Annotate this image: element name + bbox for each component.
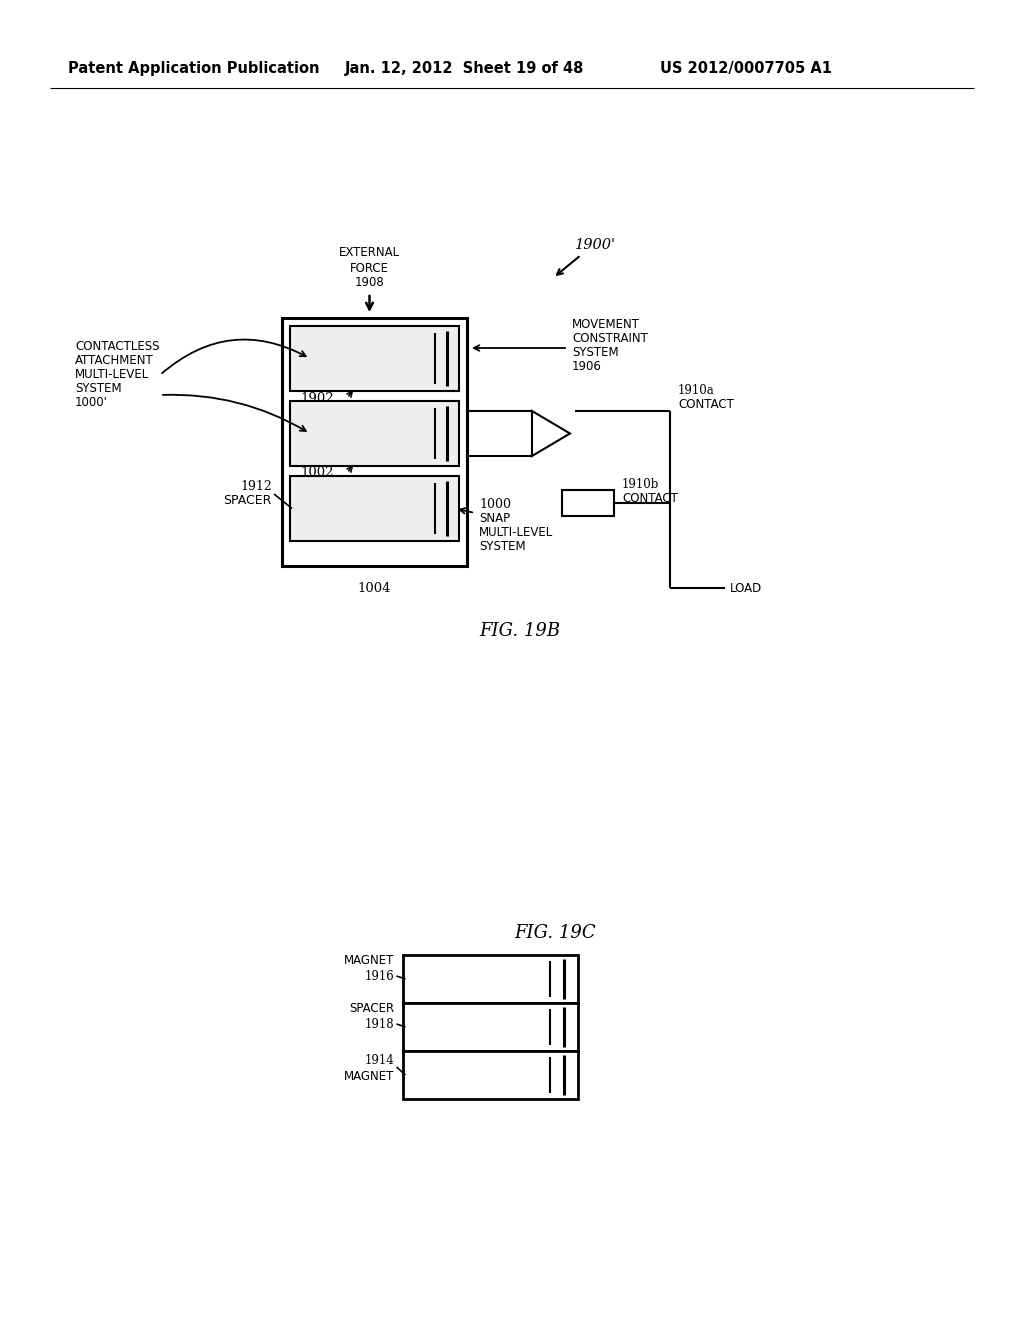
Bar xyxy=(402,954,578,1003)
Text: CONTACT: CONTACT xyxy=(622,492,678,506)
Text: 1902: 1902 xyxy=(300,392,334,404)
Text: SPACER: SPACER xyxy=(223,494,272,507)
Bar xyxy=(402,1051,578,1100)
Text: 1000: 1000 xyxy=(479,498,511,511)
Text: FORCE: FORCE xyxy=(350,261,389,275)
Text: 1900': 1900' xyxy=(575,238,616,252)
Text: 1910b: 1910b xyxy=(622,479,659,491)
Text: MOVEMENT: MOVEMENT xyxy=(572,318,640,331)
Text: Jan. 12, 2012  Sheet 19 of 48: Jan. 12, 2012 Sheet 19 of 48 xyxy=(345,61,585,75)
Text: 1914: 1914 xyxy=(365,1055,394,1068)
Text: US 2012/0007705 A1: US 2012/0007705 A1 xyxy=(660,61,831,75)
Text: SYSTEM: SYSTEM xyxy=(479,540,525,553)
Text: 1906: 1906 xyxy=(572,360,602,374)
Text: EXTERNAL: EXTERNAL xyxy=(339,247,400,260)
Bar xyxy=(290,477,459,541)
Text: FIG. 19C: FIG. 19C xyxy=(514,924,596,942)
Bar xyxy=(282,318,467,566)
Text: FIG. 19B: FIG. 19B xyxy=(479,622,560,640)
Text: Patent Application Publication: Patent Application Publication xyxy=(68,61,319,75)
Polygon shape xyxy=(532,411,570,455)
Text: 1000': 1000' xyxy=(75,396,108,409)
Text: MAGNET: MAGNET xyxy=(344,1069,394,1082)
Text: 1912: 1912 xyxy=(241,479,272,492)
Text: 1916: 1916 xyxy=(365,969,394,982)
Text: CONTACTLESS: CONTACTLESS xyxy=(75,341,160,352)
Text: 1002: 1002 xyxy=(300,466,334,479)
Text: 1004: 1004 xyxy=(357,582,391,595)
Text: CONSTRAINT: CONSTRAINT xyxy=(572,333,648,345)
Bar xyxy=(290,326,459,391)
Text: SNAP: SNAP xyxy=(479,512,510,525)
Bar xyxy=(562,490,614,516)
Text: 1918: 1918 xyxy=(365,1018,394,1031)
Text: SYSTEM: SYSTEM xyxy=(75,381,122,395)
Text: MULTI-LEVEL: MULTI-LEVEL xyxy=(75,368,150,381)
Text: LOAD: LOAD xyxy=(730,582,762,594)
Text: SPACER: SPACER xyxy=(349,1002,394,1015)
Text: CONTACT: CONTACT xyxy=(678,399,734,412)
Bar xyxy=(290,401,459,466)
Text: 1910a: 1910a xyxy=(678,384,715,397)
Text: 1908: 1908 xyxy=(354,276,384,289)
Text: MAGNET: MAGNET xyxy=(344,954,394,968)
Text: ATTACHMENT: ATTACHMENT xyxy=(75,354,154,367)
Text: MULTI-LEVEL: MULTI-LEVEL xyxy=(479,525,553,539)
Bar xyxy=(402,1003,578,1051)
Text: SYSTEM: SYSTEM xyxy=(572,346,618,359)
